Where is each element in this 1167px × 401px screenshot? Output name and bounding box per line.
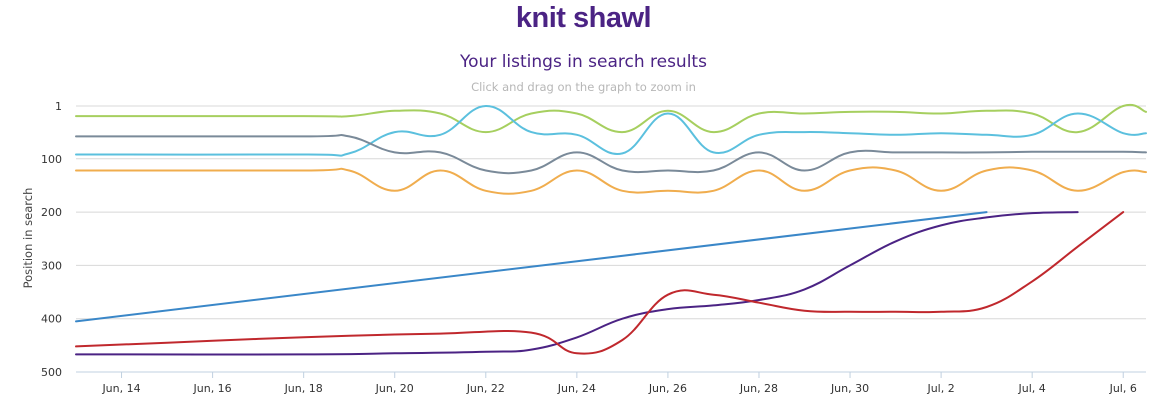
- y-tick-label: 200: [41, 206, 62, 219]
- page-title: knit shawl: [515, 2, 652, 34]
- series-line-6[interactable]: [75, 211, 1079, 356]
- x-tick-label: Jun, 20: [375, 382, 414, 395]
- series-line-3[interactable]: [75, 133, 1147, 175]
- series-line-1[interactable]: [75, 104, 1147, 134]
- x-tick-label: Jun, 16: [193, 382, 232, 395]
- y-tick-label: 100: [41, 153, 62, 166]
- y-tick-label: 500: [41, 366, 62, 379]
- x-tick-label: Jul, 6: [1109, 382, 1137, 395]
- series-line-7[interactable]: [75, 211, 1125, 355]
- x-tick-label: Jun, 18: [284, 382, 323, 395]
- x-tick-label: Jul, 4: [1018, 382, 1046, 395]
- chart-subtitle: Click and drag on the graph to zoom in: [471, 80, 696, 94]
- x-tick-label: Jun, 24: [557, 382, 596, 395]
- grid: [76, 105, 1146, 373]
- y-axis-title: Position in search: [21, 188, 35, 289]
- y-tick-label: 300: [41, 259, 62, 272]
- x-tick-label: Jun, 14: [101, 382, 140, 395]
- y-tick-label: 1: [55, 100, 62, 113]
- x-tick-label: Jun, 30: [830, 382, 869, 395]
- x-tick-label: Jun, 28: [739, 382, 778, 395]
- series-line-5[interactable]: [75, 211, 988, 323]
- series-line-4[interactable]: [75, 166, 1147, 195]
- x-tick-label: Jun, 22: [466, 382, 505, 395]
- series-layer[interactable]: [75, 104, 1147, 356]
- x-tick-label: Jun, 26: [648, 382, 687, 395]
- x-tick-label: Jul, 2: [926, 382, 954, 395]
- axes: 1 100 200 300 400 500 Jun, 14 Jun, 16 Jun, 18 Jun…: [41, 100, 1137, 395]
- chart-title: Your listings in search results: [460, 52, 707, 72]
- y-tick-label: 400: [41, 313, 62, 326]
